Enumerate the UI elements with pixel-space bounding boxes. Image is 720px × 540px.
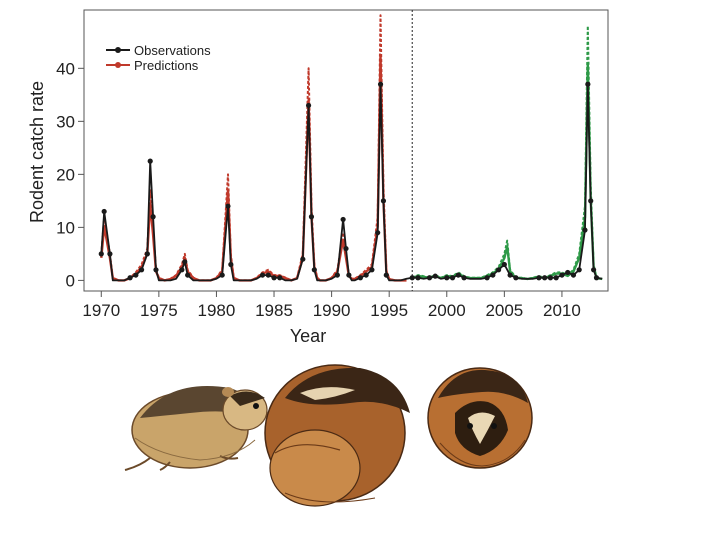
predictions-2-band-line [411, 62, 603, 281]
observations-line-point [585, 81, 591, 87]
observations-line-point [542, 275, 548, 281]
observations-line-point [432, 273, 438, 279]
observations-line-point [225, 203, 231, 209]
observations-line-point [513, 275, 519, 281]
observations-line-point [363, 272, 369, 278]
observations-line-point [259, 272, 266, 278]
x-tick-label: 2000 [428, 301, 466, 320]
observations-line-point [228, 261, 234, 268]
x-tick-label: 1985 [255, 301, 293, 320]
y-tick-label: 0 [66, 271, 75, 290]
observations-line-point [219, 272, 225, 278]
x-tick-label: 2010 [543, 301, 581, 320]
observations-line-point [346, 272, 352, 278]
x-tick-label: 1980 [198, 301, 236, 320]
legend-marker-predictions [115, 62, 121, 68]
observations-line-point [357, 275, 363, 281]
observations-line-point [507, 272, 513, 278]
observations-line-point [426, 275, 433, 281]
observations-line-point [582, 227, 588, 233]
observations-line-point [277, 275, 283, 281]
y-tick-label: 30 [56, 112, 75, 131]
observations-line-point [185, 272, 191, 278]
observations-line-point [369, 267, 375, 273]
y-axis: 0 10 20 30 40 [56, 59, 84, 290]
y-tick-label: 20 [56, 165, 75, 184]
observations-line-point [271, 275, 277, 281]
legend-marker-observations [115, 47, 121, 53]
observations-line-point [570, 272, 577, 278]
legend-label-observations: Observations [134, 43, 211, 58]
observations-line-point [409, 275, 415, 281]
observations-line-point [334, 272, 340, 278]
observations-line-point [153, 267, 159, 273]
observations-line-point [449, 275, 456, 281]
observations-line-point [501, 261, 507, 268]
observations-line-point [300, 256, 306, 262]
y-tick-label: 40 [56, 59, 75, 78]
lemming-middle-icon [264, 364, 410, 507]
observations-line-point [547, 275, 554, 281]
y-axis-title: Rodent catch rate [27, 81, 47, 223]
observations-line-point [553, 275, 559, 281]
legend-label-predictions: Predictions [134, 58, 199, 73]
observations-line-point [311, 267, 317, 273]
x-tick-label: 1990 [313, 301, 351, 320]
observations-line-point [444, 275, 450, 281]
observations-line-point [559, 272, 565, 278]
observations-line-point [127, 275, 133, 281]
y-tick-label: 10 [56, 218, 75, 237]
observations-line-point [565, 269, 571, 276]
observations-line-point [101, 208, 107, 215]
lemming-right-icon [427, 367, 533, 469]
x-tick-label: 1995 [370, 301, 408, 320]
x-tick-label: 2005 [485, 301, 523, 320]
observations-line-point [179, 267, 185, 273]
predictions-2-line [411, 24, 603, 280]
observations-line-point [98, 251, 104, 257]
observations-line-point [415, 275, 421, 281]
observations-line-point [138, 267, 145, 273]
observations-line-point [308, 214, 315, 220]
observations-line-point [455, 272, 461, 278]
observations-line-point [133, 272, 139, 278]
lemming-left-icon [124, 386, 268, 471]
observations-line-point [495, 267, 502, 273]
observations-line-point [265, 272, 271, 278]
observations-line-point [150, 214, 156, 220]
chart: 0 10 20 30 40 1970 1975 1980 1985 1990 1995 2000 20… [27, 9, 609, 346]
observations-line-point [147, 158, 153, 164]
observations-line-point [144, 251, 150, 257]
observations-line-point [593, 275, 600, 281]
series-layer [98, 14, 603, 282]
observations-line-point [536, 275, 542, 281]
plot-frame [83, 9, 609, 292]
observations-line-point [182, 259, 188, 265]
x-tick-label: 1970 [82, 301, 120, 320]
observations-line-point [375, 230, 381, 236]
x-axis: 1970 1975 1980 1985 1990 1995 2000 2005 2010 [82, 291, 581, 320]
observations-line-point [576, 267, 582, 273]
observations-line-point [461, 275, 467, 281]
observations-line-point [377, 81, 384, 87]
observations-line-point [591, 267, 597, 273]
x-tick-label: 1975 [140, 301, 178, 320]
lemming-illustration [124, 364, 533, 507]
observations-line-point [588, 198, 594, 204]
observations-line [100, 83, 603, 282]
observations-line-point [343, 245, 349, 252]
observations-line-point [383, 272, 389, 278]
observations-line-point [490, 272, 496, 278]
x-axis-title: Year [290, 326, 326, 346]
observations-line-point [305, 102, 312, 109]
observations-line-point [380, 198, 387, 204]
observations-line-point [340, 216, 346, 223]
observations-line-point [484, 275, 490, 281]
observations-line-point [107, 251, 113, 257]
legend: Observations Predictions [106, 43, 211, 73]
